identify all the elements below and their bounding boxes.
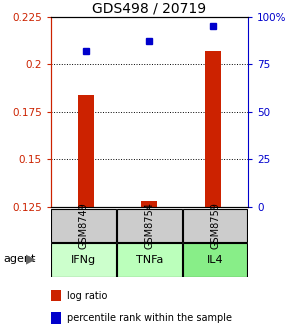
Text: GSM8749: GSM8749 bbox=[79, 202, 89, 249]
Bar bbox=[205, 51, 221, 207]
Text: IFNg: IFNg bbox=[71, 255, 96, 265]
Text: TNFa: TNFa bbox=[136, 255, 163, 265]
Bar bbox=[183, 209, 247, 242]
Bar bbox=[183, 243, 247, 277]
Title: GDS498 / 20719: GDS498 / 20719 bbox=[92, 2, 206, 16]
Text: percentile rank within the sample: percentile rank within the sample bbox=[67, 313, 232, 323]
Text: ▶: ▶ bbox=[26, 253, 35, 266]
Text: IL4: IL4 bbox=[207, 255, 223, 265]
Bar bbox=[117, 209, 182, 242]
Text: log ratio: log ratio bbox=[67, 291, 107, 301]
Bar bbox=[117, 243, 182, 277]
Bar bbox=[78, 95, 94, 207]
Text: GSM8759: GSM8759 bbox=[210, 202, 220, 249]
Bar bbox=[51, 243, 116, 277]
Text: agent: agent bbox=[3, 254, 35, 264]
Bar bbox=[51, 290, 61, 301]
Bar bbox=[142, 201, 157, 207]
Text: GSM8754: GSM8754 bbox=[144, 202, 154, 249]
Bar bbox=[51, 312, 61, 324]
Bar bbox=[51, 209, 116, 242]
